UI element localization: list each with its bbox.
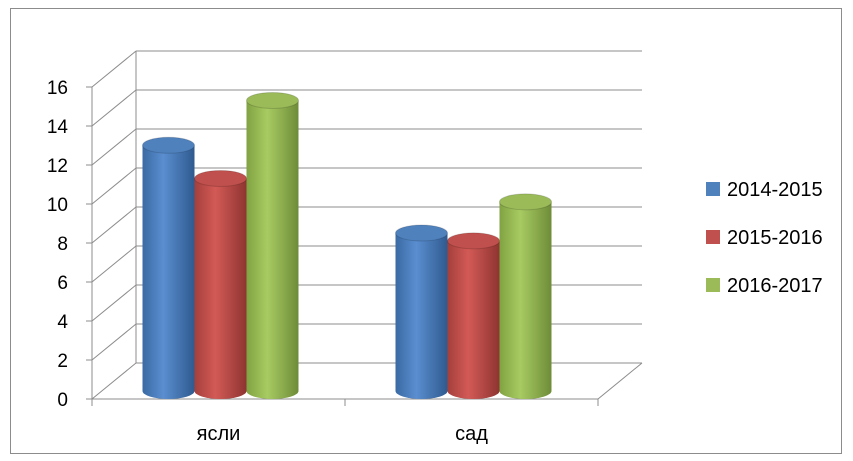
gridline-side [91,245,137,283]
legend-swatch [706,182,720,196]
gridline-side [91,284,137,322]
axes [86,86,643,406]
gridline-side [91,89,137,127]
legend-label: 2014-2015 [727,179,823,201]
legend-label: 2015-2016 [727,227,823,249]
y-tick-label: 14 [47,117,69,138]
bars [142,91,552,399]
bar-top [395,224,448,242]
gridline-side [91,128,137,166]
gridline-side [91,362,137,400]
bar-body [447,240,500,399]
gridline-side [91,206,137,244]
x-axis-category-labels: ясли сад [197,423,489,445]
bar-2014-2015-ясли [142,136,195,399]
bar-body [194,178,247,399]
bar-body [499,201,552,399]
bar-2015-2016-ясли [194,169,247,399]
y-tick-label: 10 [47,195,68,216]
bar-top [499,193,552,211]
category-label: ясли [197,423,241,445]
bar-body [395,233,448,399]
y-tick-label: 4 [57,312,68,333]
legend: 2014-2015 2015-2016 2016-2017 [706,179,823,297]
y-tick-label: 16 [47,78,68,99]
bar-2016-2017-ясли [246,91,299,399]
bar-body [246,100,299,399]
category-label: сад [455,423,488,445]
gridline-side [91,167,137,205]
bar-body [142,145,195,399]
y-tick-label: 2 [57,351,68,372]
floor-right-edge [597,362,643,400]
gridline-side [91,50,137,88]
legend-swatch [706,278,720,292]
bar-top [194,169,247,187]
legend-label: 2016-2017 [727,275,823,297]
bar-2014-2015-сад [395,224,448,399]
bar-top [246,91,299,109]
y-tick-label: 0 [57,390,68,411]
legend-swatch [706,230,720,244]
bar-top [142,136,195,154]
y-tick-label: 6 [57,273,68,294]
bar-2015-2016-сад [447,232,500,399]
bar-2016-2017-сад [499,193,552,399]
y-tick-label: 8 [57,234,68,255]
gridline-side [91,323,137,361]
bar-top [447,232,500,250]
y-tick-label: 12 [47,156,68,177]
y-axis-tick-labels: 0 2 4 6 8 10 12 14 16 [47,78,69,411]
